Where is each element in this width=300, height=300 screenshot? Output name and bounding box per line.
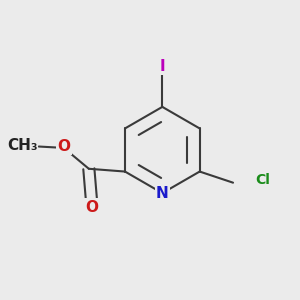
- Text: N: N: [156, 186, 169, 201]
- Text: O: O: [57, 139, 70, 154]
- Text: Cl: Cl: [255, 173, 270, 187]
- Text: I: I: [160, 59, 165, 74]
- Text: O: O: [85, 200, 98, 215]
- Text: CH₃: CH₃: [7, 138, 38, 153]
